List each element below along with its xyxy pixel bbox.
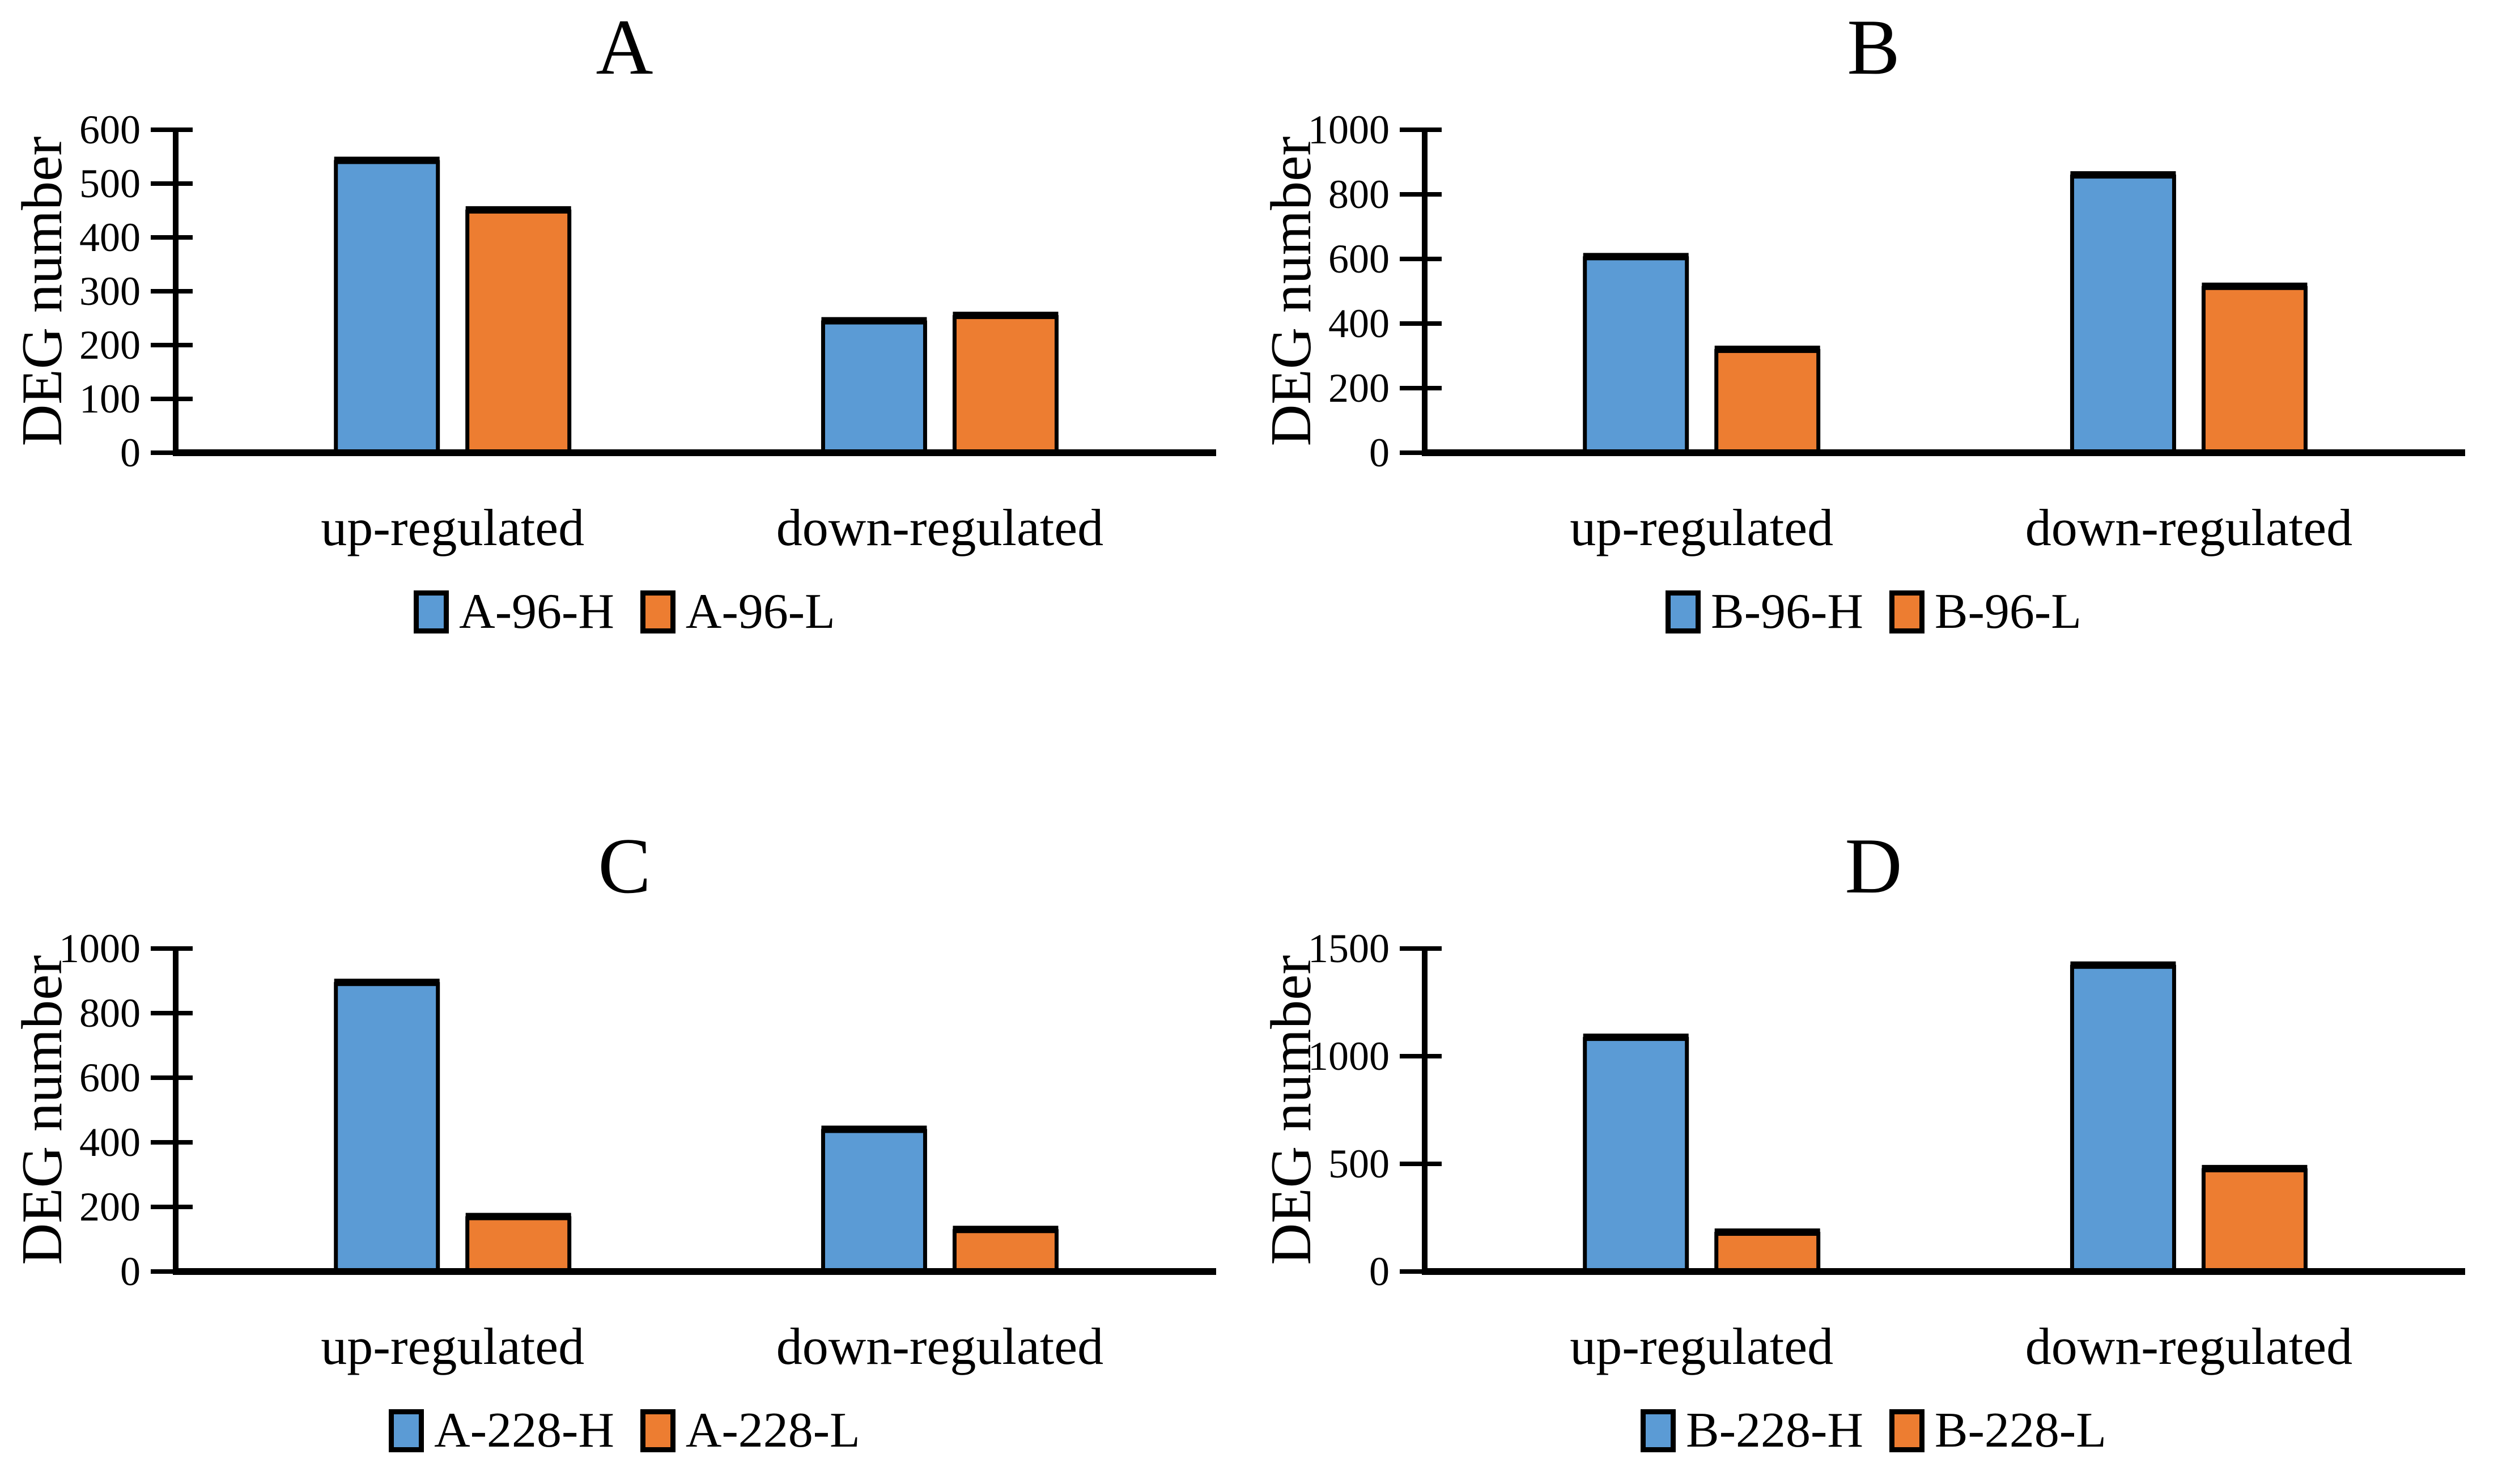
- y-tick-label: 400: [79, 1120, 141, 1165]
- legend-label-high: B-96-H: [1711, 584, 1863, 639]
- panel-c-title: C: [598, 822, 651, 910]
- y-tick-label: 500: [1328, 1141, 1390, 1187]
- bar: [334, 160, 440, 455]
- legend-item: A-96-L: [640, 587, 835, 637]
- panel-a: A 0 100 200 300 400 500 600 DEG number up-regula…: [0, 0, 1249, 742]
- bar: [1583, 1037, 1689, 1274]
- bar: [952, 315, 1059, 455]
- bar: [2201, 1168, 2308, 1274]
- bar: [952, 1229, 1059, 1274]
- y-axis-title: DEG number: [1259, 137, 1323, 447]
- legend-item: B-228-H: [1641, 1406, 1863, 1456]
- x-category-label: up-regulated: [321, 499, 584, 556]
- bar: [334, 982, 440, 1274]
- legend-label-low: B-96-L: [1934, 584, 2081, 639]
- bar: [821, 1129, 927, 1274]
- y-tick-label: 0: [120, 1249, 141, 1294]
- y-tick-label: 400: [79, 215, 141, 260]
- legend-swatch-low: [640, 590, 676, 633]
- legend-item: B-96-H: [1666, 587, 1863, 637]
- x-category-label: down-regulated: [776, 1317, 1103, 1375]
- bar: [2070, 175, 2176, 455]
- panel-b-title: B: [1847, 3, 1900, 91]
- y-tick-label: 100: [79, 376, 141, 422]
- y-tick-label: 1000: [1308, 1034, 1390, 1079]
- y-tick-label: 0: [1369, 1249, 1390, 1294]
- panel-a-title: A: [596, 3, 653, 91]
- panel-b-legend: B-96-H B-96-L: [1666, 587, 2081, 637]
- legend-swatch-low: [1889, 590, 1925, 633]
- bar: [1714, 1232, 1821, 1274]
- panel-b: B 0 200 400 600 800 1000 DEG number up-regulate…: [1249, 0, 2498, 742]
- y-tick-label: 200: [1328, 365, 1390, 411]
- legend-swatch-low: [640, 1409, 676, 1452]
- x-category-label: up-regulated: [1570, 499, 1833, 556]
- x-category-label: down-regulated: [2025, 499, 2352, 556]
- y-axis-title: DEG number: [10, 955, 74, 1265]
- panel-c: C 0 200 400 600 800 1000 DEG number up-regulate…: [0, 742, 1249, 1484]
- legend-label-low: B-228-L: [1934, 1403, 2106, 1458]
- legend-item: B-96-L: [1889, 587, 2081, 637]
- legend-item: A-228-L: [640, 1406, 860, 1456]
- legend-item: A-228-H: [389, 1406, 614, 1456]
- legend-swatch-low: [1889, 1409, 1925, 1452]
- y-tick-label: 600: [79, 107, 141, 152]
- y-tick-label: 1500: [1308, 926, 1390, 971]
- legend-swatch-high: [1641, 1409, 1676, 1452]
- y-tick-label: 400: [1328, 301, 1390, 346]
- y-tick-label: 600: [79, 1055, 141, 1100]
- panel-d-legend: B-228-H B-228-L: [1641, 1406, 2106, 1456]
- y-tick-label: 800: [1328, 172, 1390, 217]
- y-axis-title: DEG number: [1259, 955, 1323, 1265]
- panel-a-legend: A-96-H A-96-L: [414, 587, 835, 637]
- x-category-label: down-regulated: [2025, 1317, 2352, 1375]
- bar: [2201, 286, 2308, 455]
- y-tick-label: 0: [120, 430, 141, 475]
- legend-label-low: A-228-L: [685, 1403, 860, 1458]
- bar: [2070, 964, 2176, 1274]
- legend-item: A-96-H: [414, 587, 614, 637]
- y-tick-label: 200: [79, 1184, 141, 1230]
- bar: [1583, 256, 1689, 455]
- x-category-label: down-regulated: [776, 499, 1103, 556]
- bar: [465, 1216, 572, 1274]
- legend-item: B-228-L: [1889, 1406, 2106, 1456]
- y-tick-label: 500: [79, 161, 141, 206]
- panel-d: D 0 500 1000 1500 DEG number up-regulated down…: [1249, 742, 2498, 1484]
- y-tick-label: 300: [79, 269, 141, 314]
- y-tick-label: 800: [79, 990, 141, 1036]
- legend-swatch-high: [389, 1409, 424, 1452]
- y-tick-label: 1000: [1308, 107, 1390, 152]
- x-category-label: up-regulated: [1570, 1317, 1833, 1375]
- bar: [465, 209, 572, 455]
- legend-swatch-high: [1666, 590, 1701, 633]
- legend-label-high: B-228-H: [1686, 1403, 1863, 1458]
- y-tick-label: 200: [79, 322, 141, 368]
- y-axis-title: DEG number: [10, 137, 74, 447]
- legend-label-low: A-96-L: [685, 584, 835, 639]
- y-tick-label: 1000: [59, 926, 141, 971]
- legend-label-high: A-228-H: [434, 1403, 614, 1458]
- panel-c-legend: A-228-H A-228-L: [389, 1406, 860, 1456]
- bar: [1714, 348, 1821, 455]
- y-tick-label: 0: [1369, 430, 1390, 475]
- bar: [821, 320, 927, 455]
- legend-swatch-high: [414, 590, 449, 633]
- panel-d-title: D: [1845, 822, 1902, 910]
- y-tick-label: 600: [1328, 236, 1390, 282]
- x-category-label: up-regulated: [321, 1317, 584, 1375]
- legend-label-high: A-96-H: [459, 584, 614, 639]
